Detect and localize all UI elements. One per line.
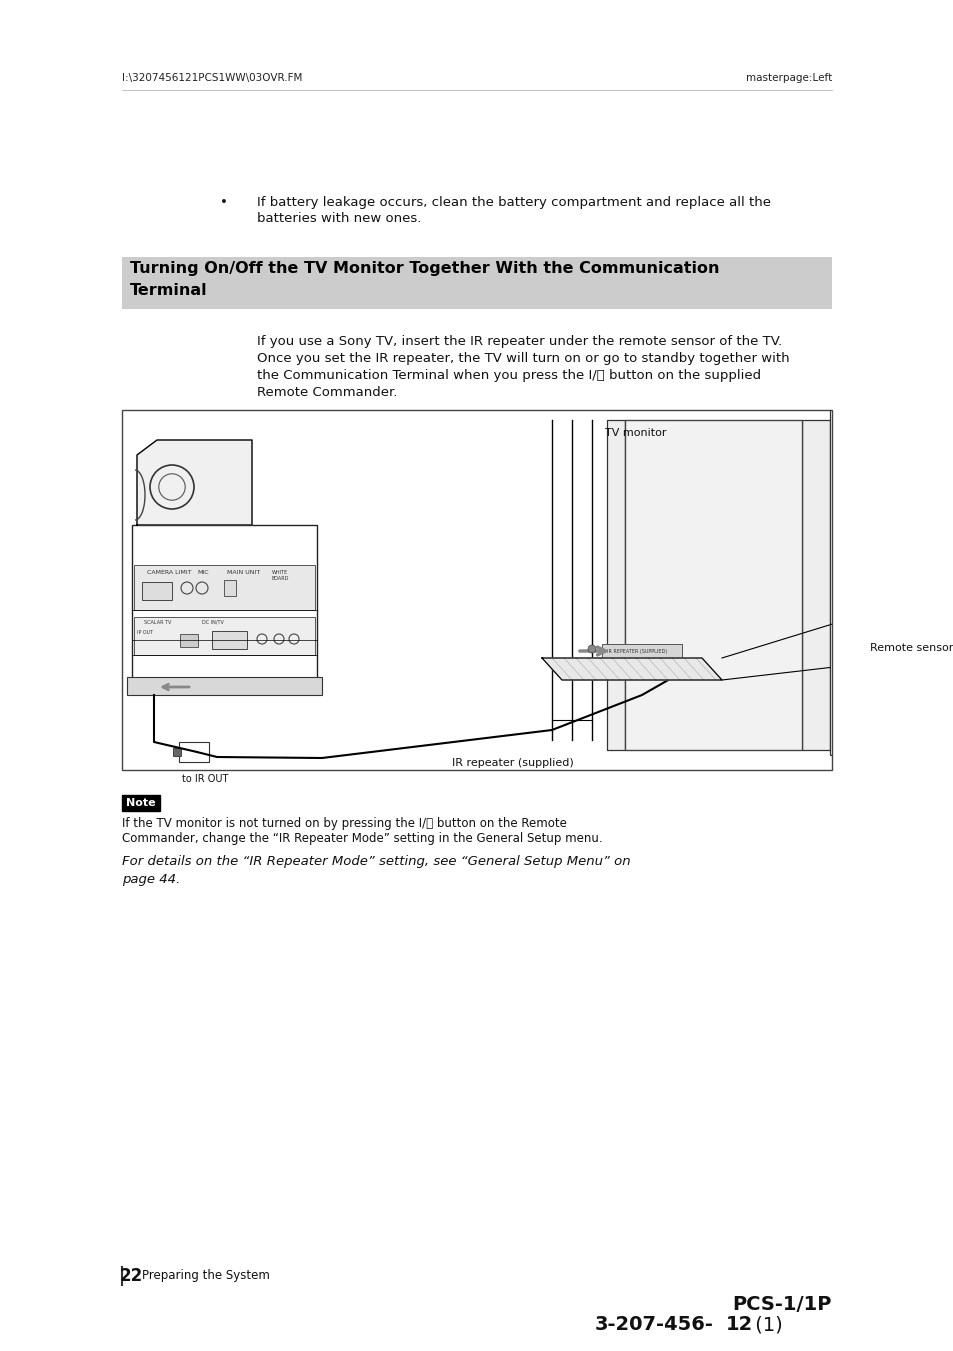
Text: MAIN UNIT: MAIN UNIT (227, 570, 260, 576)
Text: Terminal: Terminal (130, 282, 208, 299)
Text: •: • (220, 196, 228, 209)
Bar (179, 742, 209, 762)
Text: Preparing the System: Preparing the System (142, 1270, 270, 1282)
Bar (829, 409, 851, 755)
Text: Remote Commander.: Remote Commander. (256, 386, 397, 399)
Polygon shape (137, 440, 252, 526)
Polygon shape (541, 658, 721, 680)
Text: IR REPEATER (SUPPLIED): IR REPEATER (SUPPLIED) (606, 648, 666, 654)
Text: batteries with new ones.: batteries with new ones. (256, 212, 421, 226)
Text: I:\3207456121PCS1WW\03OVR.FM: I:\3207456121PCS1WW\03OVR.FM (122, 73, 302, 82)
Text: IP OUT: IP OUT (137, 631, 153, 635)
Text: to IR OUT: to IR OUT (182, 774, 228, 784)
Bar (122, 257, 831, 309)
Text: If the TV monitor is not turned on by pressing the I/⏻ button on the Remote: If the TV monitor is not turned on by pr… (122, 817, 566, 830)
Bar (180, 634, 198, 647)
Text: Turning On/Off the TV Monitor Together With the Communication: Turning On/Off the TV Monitor Together W… (130, 261, 719, 276)
Bar (133, 617, 314, 655)
Text: WHITE
BOARD: WHITE BOARD (272, 570, 289, 581)
Bar (127, 677, 322, 694)
Text: Once you set the IR repeater, the TV will turn on or go to standby together with: Once you set the IR repeater, the TV wil… (256, 353, 789, 365)
Bar (122, 794, 160, 811)
Bar (172, 748, 181, 757)
Text: TV monitor: TV monitor (604, 428, 665, 438)
Text: page 44.: page 44. (122, 873, 180, 886)
Text: DC IN/TV: DC IN/TV (202, 620, 224, 626)
Text: Note: Note (126, 798, 155, 808)
Text: 12: 12 (725, 1316, 753, 1335)
Text: MIC: MIC (196, 570, 209, 576)
Text: (1): (1) (748, 1316, 781, 1335)
Bar (122, 409, 831, 770)
Text: CAMERA LIMIT: CAMERA LIMIT (147, 570, 192, 576)
Text: If battery leakage occurs, clean the battery compartment and replace all the: If battery leakage occurs, clean the bat… (256, 196, 770, 209)
Text: If you use a Sony TV, insert the IR repeater under the remote sensor of the TV.: If you use a Sony TV, insert the IR repe… (256, 335, 781, 349)
Text: IR repeater (supplied): IR repeater (supplied) (452, 758, 573, 767)
Bar (624, 420, 801, 750)
Text: 3-207-456-: 3-207-456- (595, 1316, 713, 1335)
Text: masterpage:Left: masterpage:Left (745, 73, 831, 82)
Bar (601, 644, 681, 658)
Bar (133, 565, 314, 611)
Text: SCALAR TV: SCALAR TV (144, 620, 172, 626)
Text: PCS-1/1P: PCS-1/1P (732, 1294, 831, 1313)
Text: the Communication Terminal when you press the I/⏻ button on the supplied: the Communication Terminal when you pres… (256, 369, 760, 382)
Bar (142, 582, 172, 600)
Bar (212, 631, 247, 648)
Circle shape (587, 644, 596, 653)
Text: 22: 22 (120, 1267, 143, 1285)
Text: Remote sensor: Remote sensor (869, 643, 952, 653)
Bar (224, 580, 235, 596)
Bar (801, 420, 829, 750)
Bar (606, 420, 624, 750)
Bar (132, 526, 316, 680)
Text: For details on the “IR Repeater Mode” setting, see “General Setup Menu” on: For details on the “IR Repeater Mode” se… (122, 855, 630, 867)
Text: Commander, change the “IR Repeater Mode” setting in the General Setup menu.: Commander, change the “IR Repeater Mode”… (122, 832, 602, 844)
